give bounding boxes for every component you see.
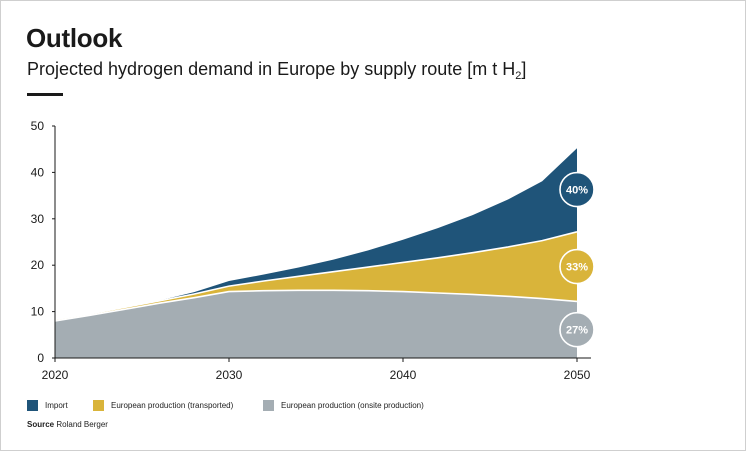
share-label-european-production-onsite-production: 27% xyxy=(566,325,588,337)
y-tick-label-0: 0 xyxy=(37,351,44,365)
chart-title: Outlook xyxy=(26,23,123,53)
source-text: Roland Berger xyxy=(56,420,108,429)
layer-separator-0 xyxy=(54,289,578,322)
y-tick-label-40: 40 xyxy=(31,165,45,179)
y-tick-label-50: 50 xyxy=(31,119,45,133)
share-badge-import xyxy=(559,171,595,208)
legend-item-import: Import xyxy=(27,400,93,411)
subtitle-end: ] xyxy=(521,59,527,79)
y-tick-label-30: 30 xyxy=(31,212,45,226)
source-label: Source xyxy=(27,420,55,429)
legend-label-transported: European production (transported) xyxy=(111,401,234,410)
share-label-european-production-transported: 33% xyxy=(566,262,588,274)
x-tick-label-2050: 2050 xyxy=(564,368,591,382)
x-tick-label-2030: 2030 xyxy=(216,368,243,382)
legend-swatch-onsite xyxy=(263,400,274,411)
legend-swatch-transported xyxy=(93,400,104,411)
x-tick-label-2040: 2040 xyxy=(390,368,417,382)
area-european-production-onsite-production xyxy=(55,290,577,358)
share-badge-european-production-onsite-production xyxy=(559,311,595,348)
legend-item-transported: European production (transported) xyxy=(93,400,263,411)
area-import xyxy=(55,148,577,320)
legend-label-import: Import xyxy=(45,401,68,410)
legend-label-onsite: European production (onsite production) xyxy=(281,401,424,410)
layer-separator-1 xyxy=(54,231,578,321)
y-tick-label-20: 20 xyxy=(31,258,45,272)
legend-item-onsite: European production (onsite production) xyxy=(263,400,424,411)
legend-swatch-import xyxy=(27,400,38,411)
share-label-import: 40% xyxy=(566,185,588,197)
x-tick-label-2020: 2020 xyxy=(42,368,69,382)
subtitle-subscript: 2 xyxy=(515,70,522,82)
title-underline xyxy=(27,93,63,96)
share-badge-european-production-transported xyxy=(559,248,595,285)
legend: Import European production (transported)… xyxy=(27,400,424,411)
y-tick-label-10: 10 xyxy=(31,305,45,319)
chart-subtitle: Projected hydrogen demand in Europe by s… xyxy=(27,59,526,82)
source-note: Source Roland Berger xyxy=(27,420,108,429)
subtitle-text: Projected hydrogen demand in Europe by s… xyxy=(27,59,516,79)
